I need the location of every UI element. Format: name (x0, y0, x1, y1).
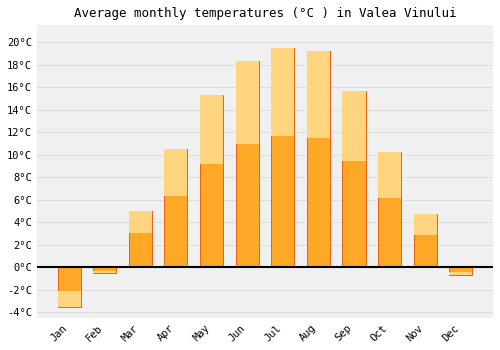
Bar (93, 271, 116, 273)
Bar (307, 51, 330, 138)
Bar (307, 51, 330, 267)
Bar (449, 272, 472, 275)
Bar (378, 153, 401, 267)
Bar (342, 91, 365, 267)
Bar (271, 48, 294, 267)
Bar (414, 214, 436, 236)
Bar (128, 211, 152, 233)
Bar (164, 149, 188, 196)
Bar (58, 291, 80, 307)
Bar (164, 149, 188, 267)
Bar (58, 267, 80, 307)
Bar (93, 267, 116, 273)
Bar (200, 95, 223, 164)
Title: Average monthly temperatures (°C ) in Valea Vinului: Average monthly temperatures (°C ) in Va… (74, 7, 456, 20)
Bar (271, 48, 294, 135)
Bar (236, 61, 258, 144)
Bar (449, 267, 472, 275)
Bar (128, 211, 152, 267)
Bar (200, 95, 223, 267)
Bar (378, 153, 401, 198)
Bar (236, 61, 258, 267)
Bar (342, 91, 365, 161)
Bar (414, 214, 436, 267)
